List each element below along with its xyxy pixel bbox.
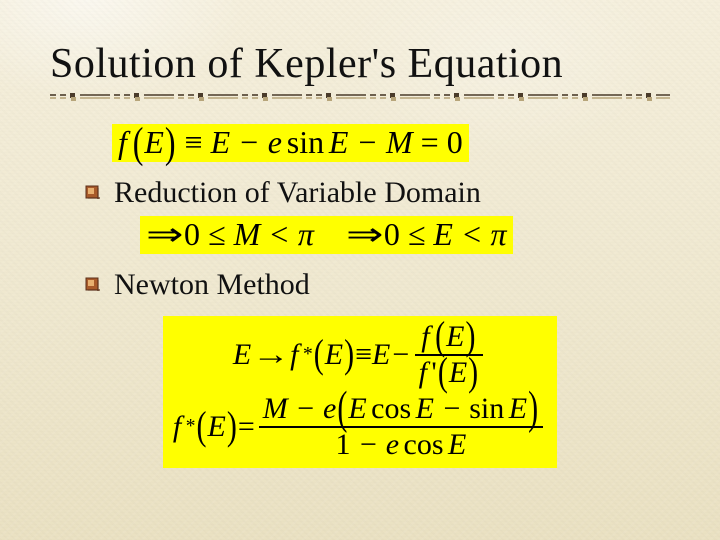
- bullet-reduction: Reduction of Variable Domain: [84, 176, 670, 210]
- equation-newton-map: E→ f*(E) ≡ E − f(E) f'(E) f*(E) = M: [163, 316, 557, 468]
- bullet-icon: [84, 184, 102, 202]
- slide: Solution of Kepler's Equation: [0, 0, 720, 540]
- equation-definition: f(E) ≡ E − esinE − M = 0: [112, 124, 670, 162]
- equation-newton-closed: f*(E) = M − e(EcosE − sinE) 1 − ecosE: [173, 394, 547, 460]
- equation-domain: ⇒0 ≤ M < π ⇒0 ≤ E < π: [140, 216, 670, 254]
- bullet-newton: Newton Method: [84, 268, 670, 302]
- slide-title: Solution of Kepler's Equation: [50, 40, 670, 88]
- bullet-newton-label: Newton Method: [114, 268, 310, 302]
- title-underline: [50, 92, 670, 102]
- slide-body: f(E) ≡ E − esinE − M = 0 Reduction of Va…: [50, 124, 670, 468]
- bullet-reduction-label: Reduction of Variable Domain: [114, 176, 481, 210]
- equation-newton: E→ f*(E) ≡ E − f(E) f'(E) f*(E) = M: [50, 316, 670, 468]
- bullet-icon: [84, 276, 102, 294]
